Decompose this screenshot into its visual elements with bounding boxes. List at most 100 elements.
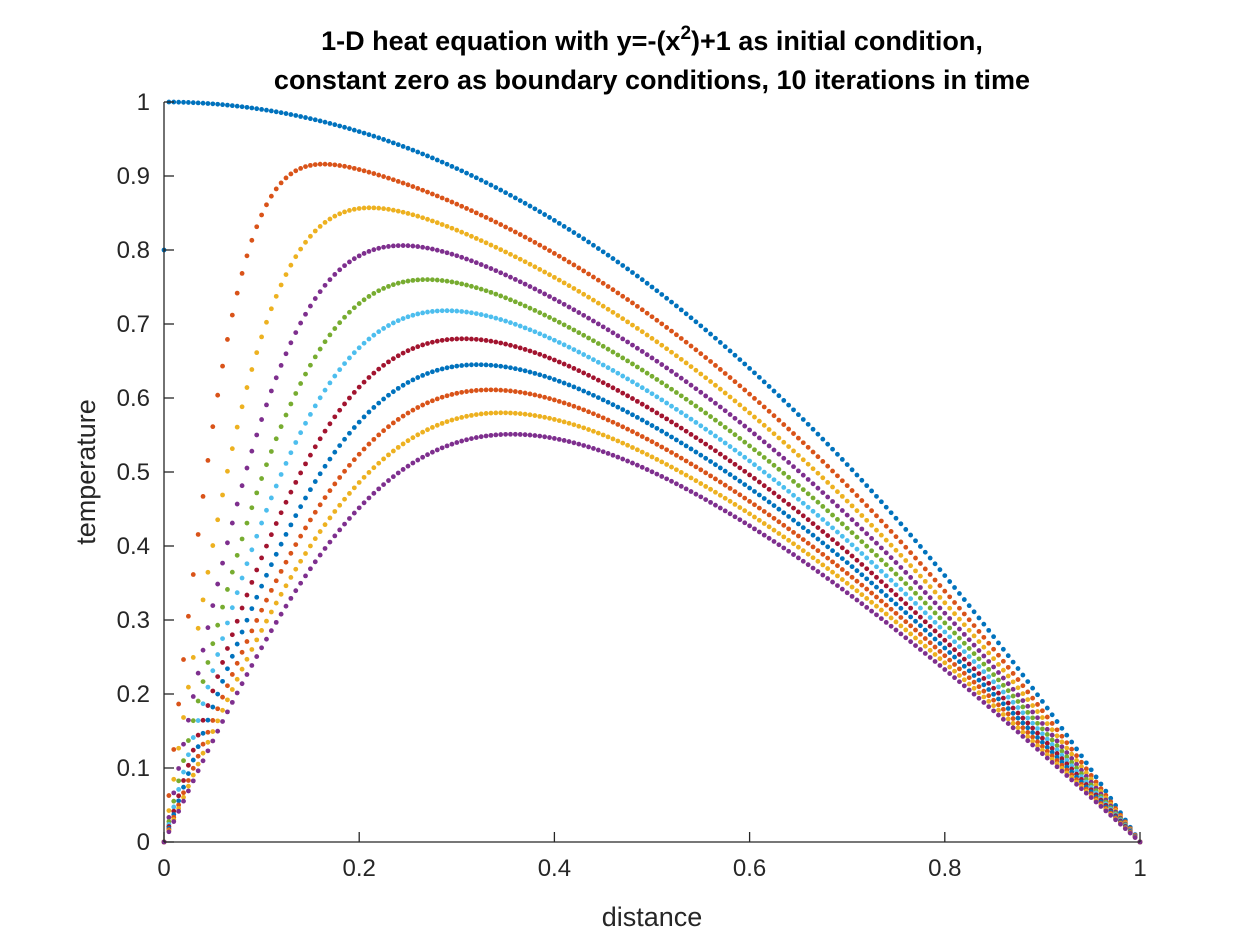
- data-point: [571, 366, 577, 371]
- data-point: [249, 647, 255, 652]
- data-point: [776, 393, 782, 399]
- data-point: [547, 248, 552, 254]
- data-point: [713, 335, 718, 341]
- data-point: [937, 594, 943, 600]
- data-point: [298, 166, 304, 171]
- data-point: [742, 361, 748, 367]
- data-point: [615, 290, 621, 296]
- data-point: [317, 552, 323, 558]
- data-point: [761, 532, 767, 538]
- data-point: [752, 395, 757, 401]
- data-point: [1049, 712, 1055, 718]
- data-point: [581, 388, 587, 394]
- data-point: [239, 271, 245, 276]
- data-point: [966, 627, 972, 633]
- data-point: [976, 648, 982, 653]
- data-point: [181, 758, 186, 764]
- data-point: [937, 663, 943, 668]
- data-point: [434, 396, 440, 402]
- data-point: [1000, 706, 1006, 712]
- data-point: [527, 237, 533, 243]
- data-point: [932, 659, 938, 664]
- data-point: [239, 666, 245, 672]
- data-point: [381, 326, 386, 331]
- data-point: [439, 249, 445, 254]
- data-point: [371, 405, 377, 410]
- data-point: [176, 808, 182, 814]
- data-point: [752, 370, 757, 376]
- data-point: [488, 182, 494, 188]
- data-point: [966, 617, 972, 623]
- data-point: [483, 433, 489, 439]
- data-point: [361, 251, 367, 256]
- data-point: [498, 387, 504, 393]
- data-point: [342, 124, 347, 130]
- data-point: [493, 387, 499, 393]
- data-point: [386, 478, 391, 483]
- data-point: [337, 211, 343, 217]
- data-point: [288, 550, 294, 556]
- data-point: [342, 401, 347, 407]
- data-point: [181, 741, 186, 747]
- data-point: [186, 100, 191, 105]
- data-point: [493, 339, 499, 345]
- data-point: [293, 113, 299, 118]
- data-point: [1020, 672, 1026, 678]
- data-point: [766, 486, 772, 492]
- data-point: [830, 468, 835, 474]
- data-point: [820, 529, 826, 534]
- data-point: [351, 457, 357, 463]
- data-point: [669, 403, 674, 409]
- data-point: [830, 499, 835, 504]
- data-point: [698, 389, 704, 395]
- data-point: [215, 101, 221, 107]
- data-point: [796, 496, 801, 502]
- data-point: [664, 462, 670, 467]
- data-point: [356, 384, 362, 390]
- data-point: [1044, 740, 1050, 746]
- data-point: [1010, 725, 1016, 731]
- data-point: [996, 702, 1001, 708]
- data-point: [825, 544, 831, 550]
- data-point: [864, 483, 870, 489]
- data-point: [742, 495, 748, 501]
- data-point: [781, 510, 787, 516]
- data-point: [874, 603, 879, 609]
- data-point: [839, 577, 845, 582]
- data-point: [698, 452, 704, 458]
- data-point: [400, 441, 406, 447]
- data-point: [532, 350, 538, 356]
- data-point: [512, 410, 518, 416]
- data-point: [498, 293, 504, 299]
- data-point: [430, 191, 435, 197]
- data-point: [444, 365, 450, 371]
- data-point: [493, 432, 499, 438]
- data-point: [791, 492, 796, 498]
- data-point: [874, 564, 879, 570]
- data-point: [776, 494, 782, 500]
- data-point: [981, 661, 987, 667]
- data-point: [381, 137, 386, 142]
- data-point: [1020, 691, 1026, 697]
- data-point: [664, 365, 670, 371]
- data-point: [410, 460, 416, 466]
- data-point: [747, 485, 752, 491]
- data-point: [844, 590, 850, 596]
- data-point: [571, 262, 577, 268]
- data-point: [591, 338, 596, 344]
- data-point: [547, 375, 552, 381]
- data-point: [259, 607, 264, 613]
- data-point: [805, 504, 811, 510]
- data-point: [815, 431, 821, 437]
- data-point: [366, 409, 372, 415]
- data-point: [586, 315, 591, 321]
- data-point: [552, 317, 557, 323]
- data-point: [317, 436, 323, 442]
- data-point: [786, 548, 792, 554]
- data-point: [449, 364, 455, 370]
- data-point: [459, 309, 465, 314]
- data-point: [1030, 742, 1036, 748]
- data-point: [1059, 748, 1065, 754]
- data-point: [415, 457, 421, 463]
- data-point: [908, 586, 914, 591]
